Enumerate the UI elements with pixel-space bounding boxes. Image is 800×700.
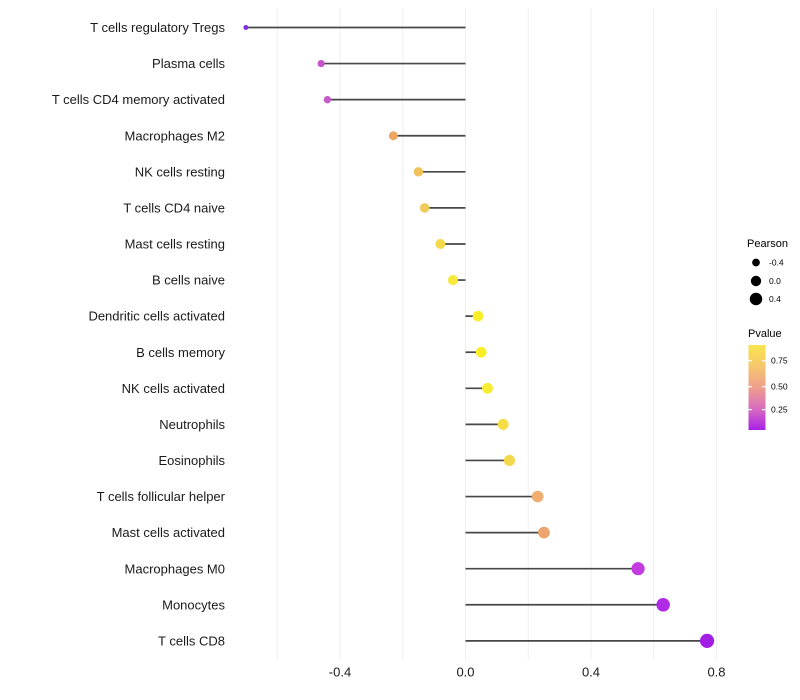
category-label: NK cells resting (135, 164, 225, 179)
data-point (413, 167, 424, 177)
lollipop-row: Plasma cells (152, 56, 466, 71)
data-point (656, 598, 670, 612)
data-point (631, 562, 645, 576)
category-label: Mast cells activated (112, 525, 225, 540)
legend-size-dot (749, 292, 763, 306)
legend-colorbar-label: 0.25 (771, 405, 788, 415)
legend-pvalue: Pvalue 0.75 0.50 0.25 (748, 328, 788, 430)
lollipop-row: NK cells activated (122, 381, 493, 396)
legend-size-label: -0.4 (769, 257, 784, 267)
category-label: T cells CD8 (158, 633, 225, 648)
lollipop-row: Monocytes (162, 597, 670, 612)
lollipop-row: NK cells resting (135, 164, 466, 179)
lollipop-row: Mast cells activated (112, 525, 550, 540)
category-label: NK cells activated (122, 381, 225, 396)
category-label: T cells regulatory Tregs (90, 20, 225, 35)
data-point (700, 633, 715, 648)
data-point (388, 131, 398, 141)
legend-size-dot (750, 275, 762, 287)
data-point (503, 454, 516, 467)
category-label: Mast cells resting (125, 237, 225, 252)
lollipop-row: B cells naive (152, 273, 466, 288)
x-tick-label: 0.4 (582, 665, 600, 680)
lollipop-row: Neutrophils (159, 417, 509, 432)
lollipop-rows: T cells regulatory Tregs Plasma cells T ce… (52, 20, 715, 648)
x-tick-label: 0.0 (456, 665, 474, 680)
legend-pearson: Pearson -0.4 0.0 0.4 (747, 238, 788, 306)
legend-size-label: 0.4 (769, 294, 781, 304)
legend-pearson-title: Pearson (747, 238, 788, 250)
data-point (317, 59, 325, 68)
lollipop-row: T cells CD8 (158, 633, 715, 648)
category-label: B cells memory (136, 345, 225, 360)
data-point (243, 25, 249, 30)
lollipop-row: Dendritic cells activated (88, 309, 484, 324)
category-label: Macrophages M2 (125, 128, 225, 143)
category-label: Monocytes (162, 597, 225, 612)
category-label: T cells CD4 naive (123, 200, 225, 215)
legend-size-dot (752, 258, 760, 267)
data-point (447, 274, 459, 286)
lollipop-row: Eosinophils (159, 453, 516, 468)
data-point (475, 346, 487, 358)
legend-colorbar-label: 0.75 (771, 356, 788, 366)
category-label: Dendritic cells activated (88, 309, 225, 324)
category-label: T cells follicular helper (97, 489, 226, 504)
legend-colorbar (748, 345, 766, 430)
x-tick-label: -0.4 (329, 665, 351, 680)
lollipop-row: Macrophages M2 (125, 128, 466, 143)
lollipop-row: Mast cells resting (125, 237, 466, 252)
lollipop-row: T cells CD4 memory activated (52, 92, 466, 107)
data-point (482, 382, 493, 394)
data-point (538, 526, 550, 539)
data-point (435, 239, 446, 249)
lollipop-row: T cells follicular helper (97, 489, 544, 504)
lollipop-row: Macrophages M0 (125, 561, 645, 576)
x-tick-label: 0.8 (707, 665, 725, 680)
legend-colorbar-label: 0.50 (771, 382, 788, 392)
category-label: Plasma cells (152, 56, 225, 71)
x-axis: -0.4 0.0 0.4 0.8 (329, 665, 726, 680)
lollipop-row: B cells memory (136, 345, 487, 360)
data-point (531, 490, 544, 503)
lollipop-row: T cells regulatory Tregs (90, 20, 466, 35)
data-point (497, 418, 509, 430)
legend-size-label: 0.0 (769, 276, 781, 286)
category-label: B cells naive (152, 273, 225, 288)
category-label: Macrophages M0 (125, 561, 225, 576)
legend-pvalue-title: Pvalue (748, 328, 782, 340)
category-label: Neutrophils (159, 417, 225, 432)
data-point (472, 310, 484, 322)
category-label: Eosinophils (159, 453, 226, 468)
category-label: T cells CD4 memory activated (52, 92, 225, 107)
data-point (419, 203, 430, 213)
lollipop-row: T cells CD4 naive (123, 200, 466, 215)
data-point (323, 95, 332, 104)
gridlines (276, 8, 717, 660)
